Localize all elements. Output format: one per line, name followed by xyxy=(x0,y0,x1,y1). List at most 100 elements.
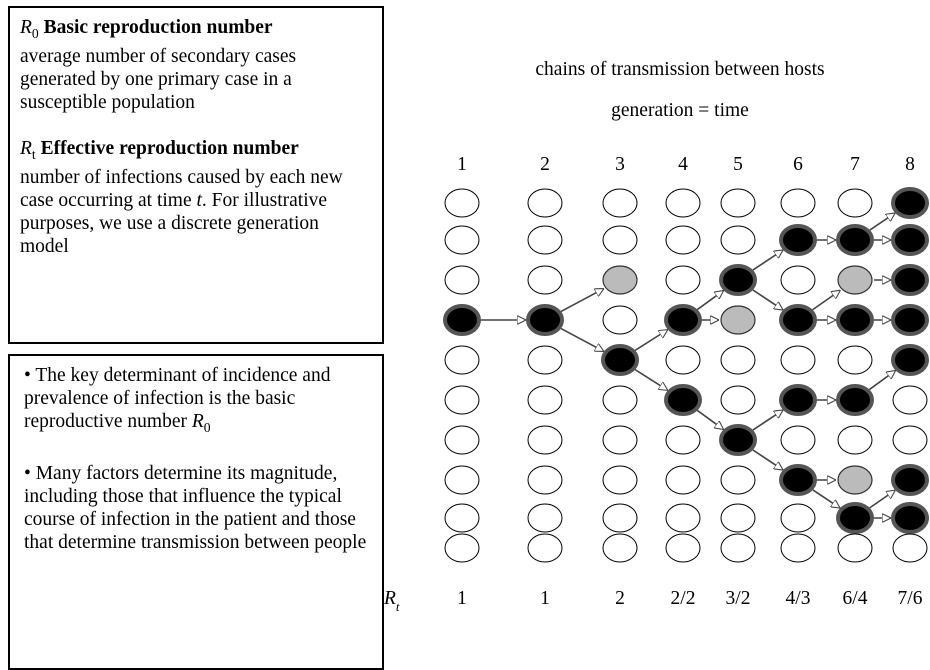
transmission-arrow xyxy=(812,290,841,311)
susceptible-host xyxy=(602,385,638,415)
susceptible-host xyxy=(665,465,701,495)
susceptible-host xyxy=(527,265,563,295)
bullet: • Many factors determine its magnitude, … xyxy=(24,462,367,553)
rt-value: 2 xyxy=(615,588,625,609)
transmission-arrow xyxy=(560,287,604,313)
rt-value: 1 xyxy=(540,588,550,609)
susceptible-host xyxy=(527,503,563,533)
infected-host xyxy=(664,304,702,336)
recovered-host xyxy=(602,265,638,295)
generation-label: 8 xyxy=(905,154,915,175)
susceptible-host xyxy=(837,345,873,375)
transmission-arrow xyxy=(869,490,896,509)
infected-host xyxy=(836,502,874,534)
description: average number of secondary cases genera… xyxy=(20,45,297,113)
infected-host xyxy=(891,464,929,496)
susceptible-host xyxy=(444,345,480,375)
generation-label: 4 xyxy=(678,154,688,175)
symbol-subscript: 0 xyxy=(203,419,211,435)
infected-host xyxy=(836,224,874,256)
rt-value: 1 xyxy=(457,588,467,609)
susceptible-host xyxy=(527,385,563,415)
generation-label: 7 xyxy=(850,154,860,175)
infected-host xyxy=(891,224,929,256)
susceptible-host xyxy=(720,533,756,563)
symbol: R0 xyxy=(20,17,39,41)
definition: Rt Effective reproduction number number o… xyxy=(20,137,372,258)
transmission-arrow xyxy=(696,290,723,311)
rt-subscript: t xyxy=(396,599,400,614)
susceptible-host xyxy=(780,265,816,295)
susceptible-host xyxy=(527,425,563,455)
generation-label: 2 xyxy=(540,154,550,175)
susceptible-host xyxy=(720,465,756,495)
transmission-arrow xyxy=(752,250,783,271)
susceptible-host xyxy=(444,225,480,255)
susceptible-host xyxy=(527,188,563,218)
susceptible-host xyxy=(720,188,756,218)
susceptible-host xyxy=(892,385,928,415)
rt-value: 7/6 xyxy=(898,588,923,609)
recovered-host xyxy=(837,265,873,295)
susceptible-host xyxy=(665,188,701,218)
edges xyxy=(481,213,896,518)
susceptible-host xyxy=(444,465,480,495)
symbol-subscript: t xyxy=(31,146,36,162)
susceptible-host xyxy=(720,345,756,375)
susceptible-host xyxy=(720,503,756,533)
susceptible-host xyxy=(602,465,638,495)
bullet: • The key determinant of incidence and p… xyxy=(24,365,331,435)
symbol-letter: R xyxy=(191,411,204,432)
infected-host xyxy=(779,384,817,416)
susceptible-host xyxy=(444,188,480,218)
symbol-letter: R xyxy=(20,17,32,38)
susceptible-host xyxy=(665,503,701,533)
diagram-title: chains of transmission between hosts xyxy=(535,59,824,80)
susceptible-host xyxy=(444,265,480,295)
infected-host xyxy=(719,264,757,296)
infected-host xyxy=(779,304,817,336)
susceptible-host xyxy=(602,425,638,455)
infected-host xyxy=(891,344,929,376)
susceptible-host xyxy=(444,425,480,455)
nodes xyxy=(443,187,929,563)
transmission-arrow xyxy=(634,368,668,392)
infected-host xyxy=(779,224,817,256)
definition: R0 Basic reproduction number average numb… xyxy=(20,16,372,114)
diagram-subtitle: generation = time xyxy=(611,100,749,121)
rt-symbol: Rt xyxy=(383,588,400,614)
transmission-arrow xyxy=(696,409,723,429)
transmission-arrow xyxy=(752,410,783,431)
susceptible-host xyxy=(444,503,480,533)
susceptible-host xyxy=(780,345,816,375)
notes-box: • The key determinant of incidence and p… xyxy=(8,354,384,670)
definitions-box: R0 Basic reproduction number average numb… xyxy=(8,6,384,344)
infected-host xyxy=(526,304,564,336)
infected-host xyxy=(664,384,702,416)
infected-host xyxy=(836,304,874,336)
susceptible-host xyxy=(602,225,638,255)
transmission-arrow xyxy=(869,213,895,231)
susceptible-host xyxy=(602,188,638,218)
infected-host xyxy=(891,187,929,219)
susceptible-host xyxy=(780,503,816,533)
transmission-arrow xyxy=(634,328,668,352)
symbol: Rt xyxy=(20,138,36,162)
infected-host xyxy=(779,464,817,496)
rt-value: 3/2 xyxy=(726,588,751,609)
susceptible-host xyxy=(892,425,928,455)
term: Basic reproduction number xyxy=(43,17,273,38)
recovered-host xyxy=(837,465,873,495)
susceptible-host xyxy=(720,225,756,255)
infected-host xyxy=(836,384,874,416)
susceptible-host xyxy=(837,188,873,218)
susceptible-host xyxy=(602,533,638,563)
bullet-text: Many factors determine its magnitude, in… xyxy=(24,462,367,553)
rt-value: 2/2 xyxy=(671,588,696,609)
susceptible-host xyxy=(527,465,563,495)
recovered-host xyxy=(720,305,756,335)
susceptible-host xyxy=(780,188,816,218)
transmission-arrow xyxy=(752,449,783,470)
description: . For illustrative purposes, we use a di… xyxy=(20,189,328,257)
susceptible-host xyxy=(527,225,563,255)
